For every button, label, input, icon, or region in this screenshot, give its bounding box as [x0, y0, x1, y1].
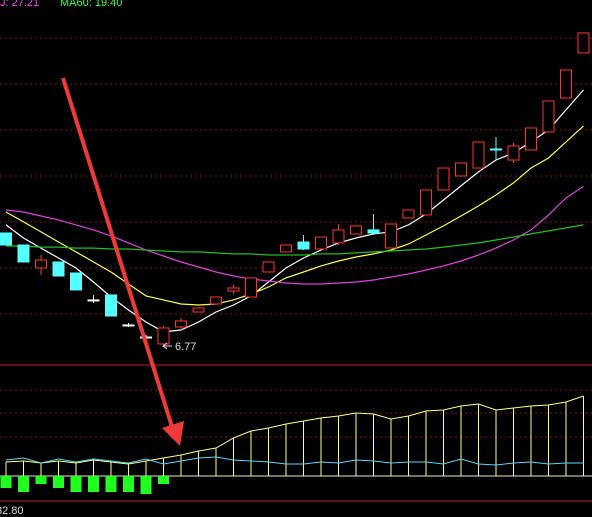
candle-body [525, 127, 537, 151]
candle-body [507, 145, 520, 161]
indicator-bar [123, 476, 134, 492]
candle-body [210, 296, 222, 305]
indicator-bar [18, 476, 29, 492]
indicator-bar [88, 476, 99, 492]
indicator-bar [105, 476, 117, 492]
layout-lines [0, 37, 592, 502]
indicator-bar [53, 476, 64, 488]
candle-body [367, 229, 380, 234]
ma-line [5, 125, 584, 306]
candle-body [542, 100, 555, 133]
indicator-bar [35, 476, 47, 484]
candle-body [437, 167, 450, 191]
candle-body [332, 229, 345, 244]
ma-line [6, 224, 584, 256]
candle-body [577, 32, 590, 54]
candle-body [455, 162, 467, 177]
legend-item: J: 27.21 [0, 0, 39, 9]
indicator-panel [0, 395, 592, 494]
candle-body [122, 324, 135, 327]
candle-body [315, 236, 327, 250]
candle-body [175, 320, 187, 328]
ma-line [5, 89, 584, 333]
indicator-bar [70, 476, 82, 492]
indicator-bar [158, 476, 169, 484]
indicator-line [5, 395, 584, 465]
candle-body [297, 241, 310, 250]
indicator-bar [0, 476, 12, 488]
legend-item: MA60: 19.40 [60, 0, 122, 9]
candle-body [560, 69, 572, 99]
annotation-arrow [61, 77, 175, 431]
candle-body [490, 148, 502, 151]
indicator-label: 32.80 [0, 505, 24, 517]
price-panel [0, 32, 590, 345]
candle-body [262, 261, 275, 273]
candle-body [17, 244, 30, 263]
indicator-bar [140, 476, 152, 494]
candle-body [192, 307, 205, 313]
candle-body [105, 294, 117, 317]
candle-body [280, 244, 292, 253]
annotation-arrowhead [162, 421, 184, 446]
candle-body [385, 223, 397, 249]
candle-body [402, 209, 415, 219]
candle-body [245, 277, 257, 298]
ma-line [5, 185, 584, 285]
candle-body [472, 141, 485, 169]
candle-body [52, 261, 65, 277]
low-label: 6.77 [175, 341, 196, 353]
candle-body [157, 327, 170, 345]
candle-body [227, 287, 240, 292]
candle-body [350, 225, 362, 235]
indicator-line [5, 456, 584, 466]
candle-body [87, 299, 100, 302]
candle-body [0, 232, 12, 246]
low-pointer-head [162, 342, 168, 350]
candle-body [35, 259, 47, 269]
candle-body [420, 189, 432, 216]
candle-body [70, 272, 82, 291]
